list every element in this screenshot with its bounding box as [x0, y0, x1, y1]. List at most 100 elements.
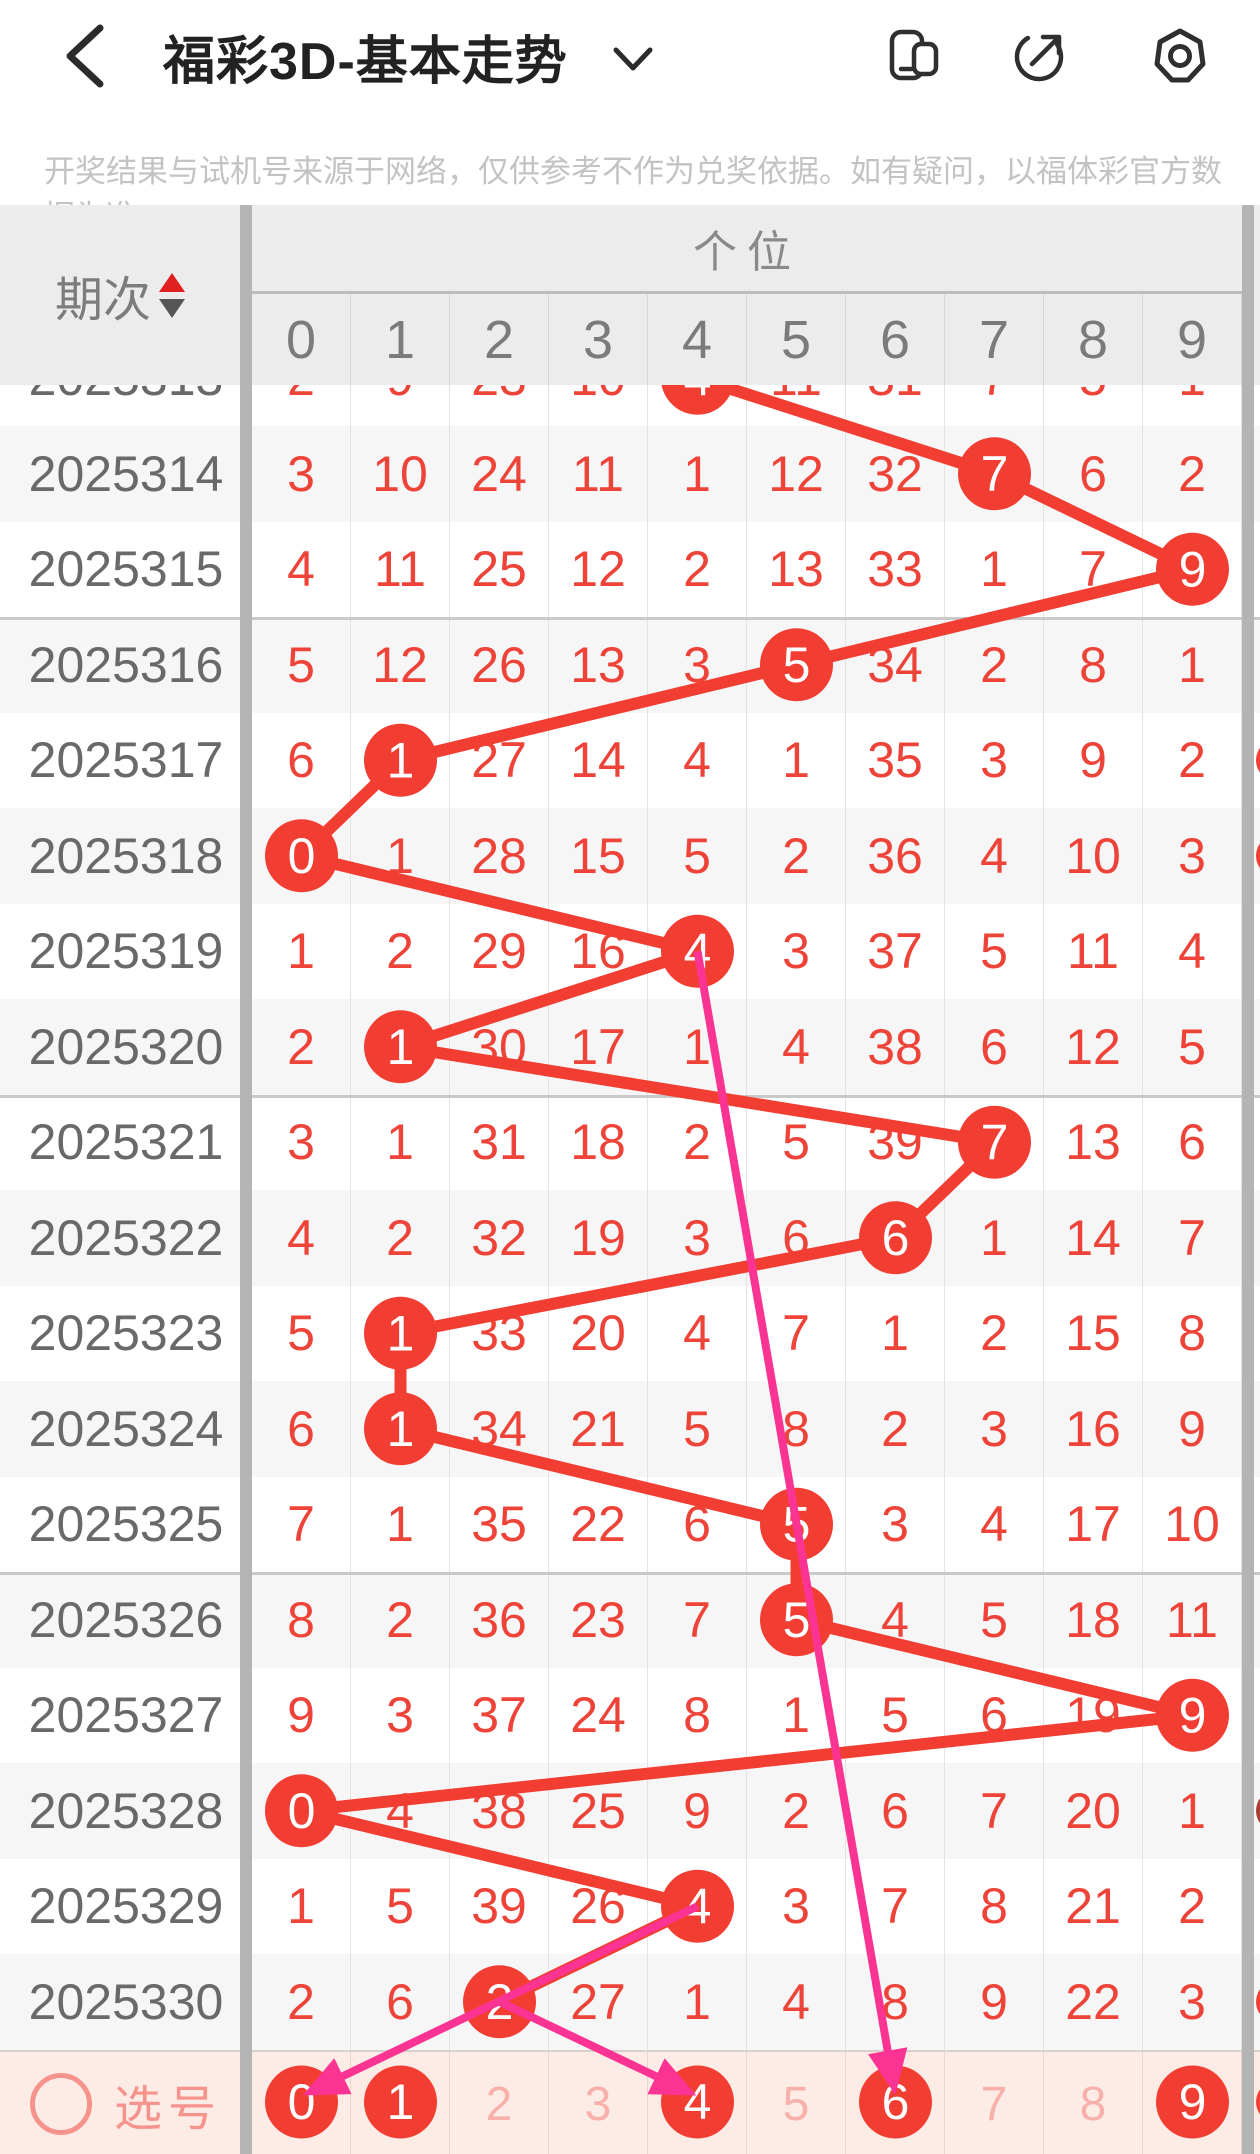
miss-count-cell: 4: [648, 1285, 747, 1381]
miss-count-cell: 7: [747, 1285, 846, 1381]
floating-window-icon[interactable]: [884, 26, 944, 86]
miss-count-cell: 10: [549, 385, 648, 426]
period-cell: 2025317: [28, 732, 224, 789]
miss-count-cell: 6: [945, 999, 1044, 1095]
select-digit[interactable]: 8: [1044, 2051, 1143, 2154]
select-digit[interactable]: 7: [945, 2051, 1044, 2154]
table-row: 2025325 7 1 35 22 6 3 4 17 10: [0, 1476, 1260, 1572]
miss-count-cell: 5: [1044, 385, 1143, 426]
select-digit[interactable]: [846, 2051, 945, 2154]
miss-count-cell: 3: [846, 1476, 945, 1572]
miss-count-cell: 8: [846, 1954, 945, 2050]
table-row: 2025329 1 5 39 26 3 7 8 21 2: [0, 1858, 1260, 1954]
miss-count-cell: 1: [648, 999, 747, 1095]
miss-count-cell: 6: [945, 1667, 1044, 1763]
miss-count-cell: 1: [351, 1094, 450, 1190]
miss-count-cell: 1: [252, 903, 351, 999]
hit-cell: [450, 1954, 549, 2050]
period-cell: 2025327: [28, 1687, 224, 1744]
select-digit[interactable]: [351, 2051, 450, 2154]
header-divider: [252, 291, 1242, 294]
back-button[interactable]: [52, 18, 122, 94]
miss-count-cell: 5: [351, 1858, 450, 1954]
miss-count-cell: 24: [549, 1667, 648, 1763]
miss-count-cell: 2: [1143, 1858, 1242, 1954]
period-cell: 2025326: [28, 1591, 224, 1648]
column-header: 4: [648, 294, 747, 385]
miss-count-cell: 38: [846, 999, 945, 1095]
miss-count-cell: 10: [351, 426, 450, 522]
period-cell: 2025328: [28, 1782, 224, 1839]
miss-count-cell: 1: [1143, 385, 1242, 426]
miss-count-cell: 7: [1044, 521, 1143, 617]
miss-count-cell: 4: [351, 1763, 450, 1859]
select-digit[interactable]: [648, 2051, 747, 2154]
digit-group-header: 个位: [693, 228, 801, 277]
period-cell: 2025324: [28, 1400, 224, 1457]
select-digit[interactable]: [252, 2051, 351, 2154]
period-column-header: 期次: [0, 205, 240, 385]
miss-count-cell: 11: [351, 521, 450, 617]
miss-count-cell: 23: [450, 385, 549, 426]
miss-count-cell: 35: [450, 1476, 549, 1572]
miss-count-cell: 2: [747, 1763, 846, 1859]
miss-count-cell: 19: [1044, 1667, 1143, 1763]
miss-count-cell: 39: [450, 1858, 549, 1954]
miss-count-cell: 14: [1044, 1190, 1143, 1286]
select-digit[interactable]: 2: [450, 2051, 549, 2154]
miss-count-cell: 33: [846, 521, 945, 617]
miss-count-cell: 3: [648, 1190, 747, 1286]
miss-count-cell: 1: [747, 1667, 846, 1763]
share-icon[interactable]: [1010, 26, 1070, 86]
column-header: 7: [945, 294, 1044, 385]
miss-count-cell: 23: [549, 1572, 648, 1668]
miss-count-cell: 7: [945, 1763, 1044, 1859]
miss-count-cell: 24: [450, 426, 549, 522]
period-cell: 2025316: [28, 636, 224, 693]
select-digit[interactable]: [1143, 2051, 1242, 2154]
table-row: 2025324 6 34 21 5 8 2 3 16 9: [0, 1381, 1260, 1477]
miss-count-cell: 7: [648, 1572, 747, 1668]
miss-count-cell: 1: [351, 1476, 450, 1572]
table-row: 2025323 5 33 20 4 7 1 2 15 8: [0, 1285, 1260, 1381]
miss-count-cell: 4: [846, 1572, 945, 1668]
miss-count-cell: 12: [747, 426, 846, 522]
select-digit[interactable]: 5: [747, 2051, 846, 2154]
miss-count-cell: 3: [252, 426, 351, 522]
select-digit[interactable]: 3: [549, 2051, 648, 2154]
miss-count-cell: 8: [945, 1858, 1044, 1954]
miss-count-cell: 11: [1143, 1572, 1242, 1668]
hit-cell: [252, 808, 351, 904]
group-separator-line: [0, 1572, 1260, 1575]
miss-count-cell: 2: [351, 903, 450, 999]
miss-count-cell: 25: [450, 521, 549, 617]
miss-count-cell: 13: [1044, 1094, 1143, 1190]
table-row: 2025319 1 2 29 16 3 37 5 11 4: [0, 903, 1260, 999]
miss-count-cell: 3: [1143, 808, 1242, 904]
miss-count-cell: 7: [846, 1858, 945, 1954]
record-icon[interactable]: [1150, 26, 1210, 86]
title-dropdown[interactable]: 福彩3D-基本走势: [163, 18, 654, 94]
select-circle-icon[interactable]: [29, 2073, 92, 2135]
miss-count-cell: 3: [252, 1094, 351, 1190]
miss-count-cell: 11: [747, 385, 846, 426]
miss-count-cell: 5: [252, 1285, 351, 1381]
miss-count-cell: 13: [747, 521, 846, 617]
miss-count-cell: 5: [648, 1381, 747, 1477]
period-cell: 2025330: [28, 1973, 224, 2030]
miss-count-cell: 2: [945, 1285, 1044, 1381]
column-header: 2: [450, 294, 549, 385]
miss-count-cell: 2: [252, 385, 351, 426]
miss-count-cell: 21: [1044, 1858, 1143, 1954]
miss-count-cell: 3: [945, 1381, 1044, 1477]
period-cell: 2025319: [28, 923, 224, 980]
right-divider-bar: [1242, 205, 1254, 2154]
table-row: 2025317 6 27 14 4 1 35 3 9 2: [0, 712, 1260, 808]
miss-count-cell: 3: [747, 903, 846, 999]
miss-count-cell: 6: [1044, 426, 1143, 522]
group-separator-line: [0, 1094, 1260, 1098]
miss-count-cell: 36: [450, 1572, 549, 1668]
sort-control[interactable]: [159, 272, 185, 318]
